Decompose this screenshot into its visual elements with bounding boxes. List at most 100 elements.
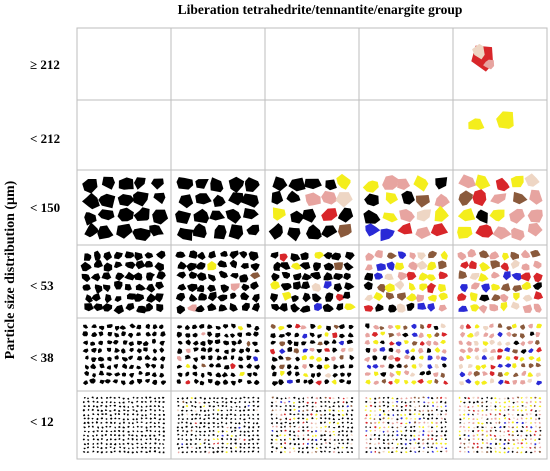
gangue-particle xyxy=(145,323,151,330)
gangue-particle xyxy=(395,438,398,441)
gangue-particle xyxy=(140,401,144,404)
mineral-particle xyxy=(533,446,536,449)
gangue-particle xyxy=(406,302,415,311)
gangue-particle xyxy=(240,263,249,269)
gangue-particle xyxy=(278,334,285,338)
image-cell-frame xyxy=(170,99,266,171)
mineral-particle xyxy=(177,356,182,362)
mineral-particle xyxy=(400,430,403,433)
mineral-particle xyxy=(403,364,408,369)
mineral-particle xyxy=(414,418,417,420)
gangue-particle xyxy=(387,396,390,399)
mineral-particle xyxy=(458,305,468,312)
gangue-particle xyxy=(153,417,157,420)
gangue-particle xyxy=(98,193,116,209)
mineral-particle xyxy=(364,339,370,345)
mineral-particle xyxy=(436,396,439,399)
image-cell xyxy=(452,99,548,171)
mineral-particle xyxy=(365,223,381,237)
gangue-particle xyxy=(87,417,90,420)
gangue-particle xyxy=(234,401,237,404)
gangue-particle xyxy=(118,437,121,440)
gangue-particle xyxy=(494,405,497,408)
mineral-particle xyxy=(538,450,541,453)
mineral-particle xyxy=(212,438,216,440)
gangue-particle xyxy=(486,446,489,449)
gangue-particle xyxy=(112,379,118,384)
mineral-particle xyxy=(503,430,505,433)
gangue-particle xyxy=(225,401,228,404)
gangue-particle xyxy=(198,446,201,449)
gangue-particle xyxy=(82,340,88,346)
gangue-particle xyxy=(225,397,228,400)
mineral-particle xyxy=(332,332,338,338)
gangue-particle xyxy=(512,401,515,404)
gangue-particle xyxy=(190,400,192,403)
mineral-particle xyxy=(306,396,309,399)
gangue-particle xyxy=(328,406,331,408)
gangue-particle xyxy=(122,443,125,445)
row-label-lt150: < 150 xyxy=(30,200,61,215)
mineral-particle xyxy=(204,438,207,441)
mineral-particle xyxy=(305,192,321,206)
gangue-particle xyxy=(481,426,484,429)
mineral-particle xyxy=(497,355,502,360)
gangue-particle xyxy=(225,447,228,449)
gangue-particle xyxy=(247,430,250,433)
mineral-particle xyxy=(458,355,465,362)
mineral-particle xyxy=(417,397,420,399)
gangue-particle xyxy=(346,438,350,441)
mineral-particle xyxy=(194,422,198,424)
mineral-particle xyxy=(510,259,520,270)
mineral-particle xyxy=(365,252,375,261)
image-cell xyxy=(264,244,360,319)
gangue-particle xyxy=(324,405,327,407)
gangue-particle xyxy=(387,401,390,404)
mineral-particle xyxy=(528,323,533,329)
mineral-particle xyxy=(365,442,368,444)
gangue-particle xyxy=(83,447,86,450)
gangue-particle xyxy=(93,303,103,312)
mineral-particle xyxy=(481,417,483,420)
gangue-particle xyxy=(122,397,125,400)
gangue-particle xyxy=(459,422,462,424)
mineral-particle xyxy=(500,301,508,312)
gangue-particle xyxy=(333,283,343,293)
image-cell xyxy=(264,317,360,392)
mineral-particle xyxy=(400,414,403,416)
mineral-particle xyxy=(444,405,447,408)
gangue-particle xyxy=(247,434,251,437)
gangue-particle xyxy=(386,438,389,441)
mineral-particle xyxy=(477,405,480,407)
mineral-particle xyxy=(315,438,318,442)
gangue-particle xyxy=(374,447,377,450)
mineral-particle xyxy=(392,405,395,407)
mineral-particle xyxy=(418,426,421,428)
mineral-particle xyxy=(217,409,220,412)
gangue-particle xyxy=(417,401,420,403)
mineral-particle xyxy=(420,324,425,330)
gangue-particle xyxy=(185,421,188,424)
mineral-particle xyxy=(493,434,497,437)
gangue-particle xyxy=(228,224,244,240)
gangue-particle xyxy=(221,430,224,433)
gangue-particle xyxy=(107,332,113,337)
mineral-particle xyxy=(237,326,244,331)
mineral-particle xyxy=(217,430,220,433)
gangue-particle xyxy=(193,357,198,363)
mineral-particle xyxy=(499,435,502,437)
image-cell-frame xyxy=(452,317,548,392)
mineral-particle xyxy=(389,341,395,346)
mineral-particle xyxy=(385,192,398,205)
gangue-particle xyxy=(400,451,403,454)
mineral-particle xyxy=(302,373,309,377)
gangue-particle xyxy=(89,378,96,384)
gangue-particle xyxy=(256,405,260,408)
gangue-particle xyxy=(369,426,372,429)
gangue-particle xyxy=(221,401,224,403)
mineral-particle xyxy=(463,422,466,425)
gangue-particle xyxy=(252,413,255,416)
mineral-particle xyxy=(387,410,390,412)
gangue-particle xyxy=(252,442,255,445)
gangue-particle xyxy=(195,413,198,416)
